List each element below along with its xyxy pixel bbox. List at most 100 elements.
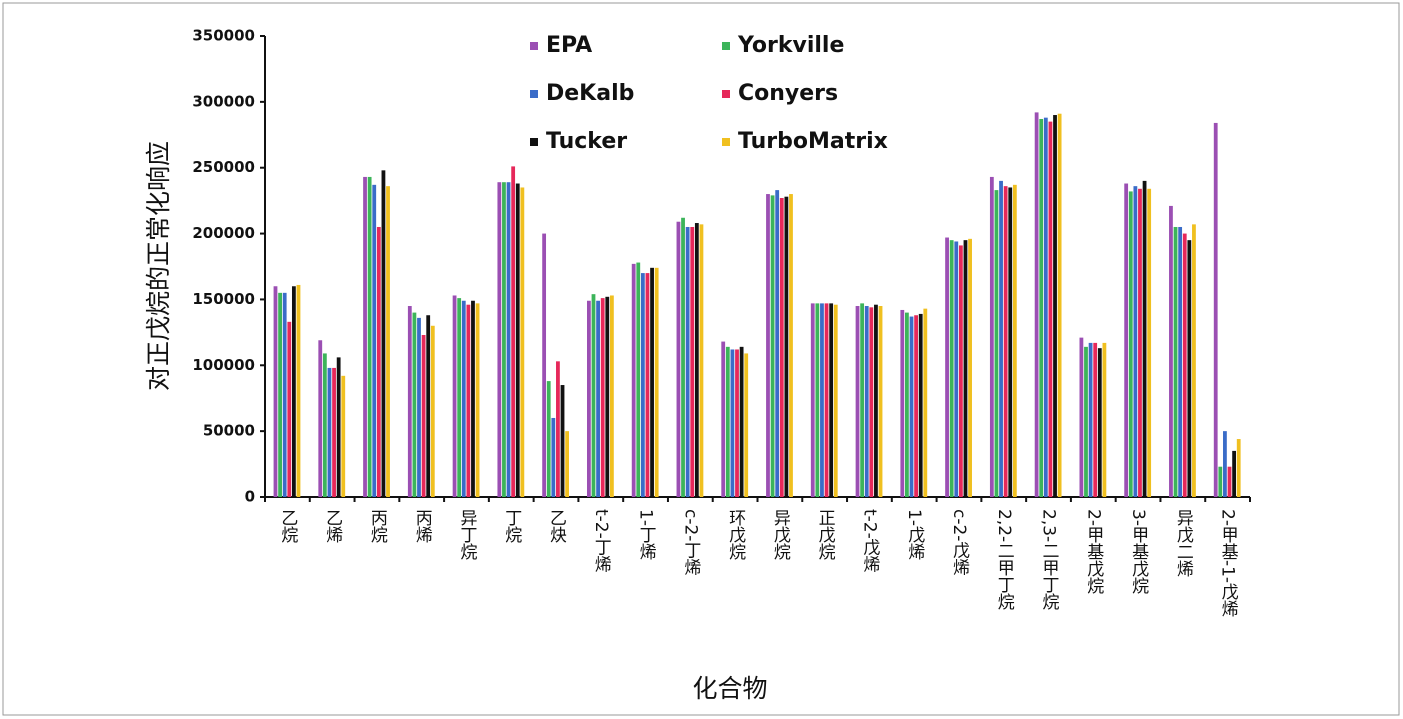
bar bbox=[511, 166, 516, 497]
bar bbox=[1102, 342, 1107, 497]
bar bbox=[546, 381, 551, 497]
bar bbox=[421, 334, 426, 497]
x-tick-label: 正戊烷 bbox=[815, 509, 836, 561]
bar bbox=[1053, 115, 1057, 498]
bar bbox=[502, 182, 506, 497]
legend-label: Conyers bbox=[738, 81, 838, 106]
x-tick-label: c-2-丁烯 bbox=[680, 509, 701, 575]
legend-swatch bbox=[722, 90, 730, 98]
legend-swatch bbox=[722, 138, 730, 146]
legend-swatch bbox=[530, 42, 538, 50]
y-tick-label: 300000 bbox=[192, 92, 255, 110]
bar bbox=[735, 349, 739, 497]
bar bbox=[730, 349, 735, 497]
bar bbox=[596, 300, 600, 497]
bar bbox=[386, 186, 390, 497]
x-tick-label: 异戊二烯 bbox=[1173, 509, 1194, 577]
bar bbox=[1227, 466, 1232, 497]
bar bbox=[1128, 191, 1133, 497]
bar bbox=[1012, 184, 1017, 497]
x-tick-label: 丙烯 bbox=[412, 509, 433, 543]
bar bbox=[1178, 226, 1183, 497]
bar bbox=[999, 180, 1003, 497]
y-tick-label: 50000 bbox=[203, 422, 255, 440]
bar bbox=[909, 316, 914, 497]
bar bbox=[341, 375, 346, 497]
bar bbox=[645, 273, 650, 497]
bar bbox=[739, 346, 744, 497]
bar bbox=[452, 295, 457, 497]
bar bbox=[914, 315, 919, 497]
bar bbox=[654, 267, 659, 497]
bar bbox=[318, 340, 323, 497]
legend-swatch bbox=[530, 138, 538, 146]
bar bbox=[1236, 439, 1241, 497]
bar bbox=[640, 273, 645, 497]
bar bbox=[1147, 188, 1152, 497]
bar bbox=[1182, 233, 1187, 498]
bar bbox=[363, 176, 367, 498]
y-tick-label: 0 bbox=[245, 488, 255, 506]
bar bbox=[1079, 337, 1084, 497]
bar bbox=[989, 176, 994, 498]
bar bbox=[1142, 180, 1147, 497]
bar bbox=[860, 303, 865, 497]
bar bbox=[605, 296, 610, 497]
bar bbox=[963, 240, 968, 497]
bar bbox=[958, 245, 963, 497]
bar bbox=[1169, 205, 1173, 497]
bar bbox=[1088, 342, 1093, 497]
bar bbox=[560, 385, 565, 497]
x-tick-label: 环戊烷 bbox=[725, 509, 746, 561]
bar bbox=[820, 303, 824, 497]
bar bbox=[721, 341, 726, 497]
bar bbox=[725, 346, 730, 497]
x-tick-label: 1-丁烯 bbox=[636, 509, 657, 560]
bar bbox=[407, 306, 412, 497]
bar bbox=[497, 182, 502, 497]
bar bbox=[878, 306, 883, 497]
bar bbox=[968, 238, 972, 497]
bar bbox=[1138, 188, 1142, 497]
bar bbox=[430, 325, 435, 497]
x-tick-label: 丁烷 bbox=[501, 509, 522, 544]
bar bbox=[864, 306, 869, 497]
bar bbox=[1034, 112, 1039, 497]
bar bbox=[810, 303, 815, 497]
bar bbox=[466, 304, 471, 497]
bar bbox=[855, 306, 860, 497]
bar bbox=[1008, 187, 1013, 497]
bar bbox=[905, 312, 909, 497]
bar bbox=[869, 307, 874, 497]
bar bbox=[1192, 224, 1196, 497]
bar bbox=[1187, 240, 1192, 497]
bar bbox=[874, 304, 878, 497]
bar bbox=[1057, 113, 1062, 497]
bar bbox=[918, 313, 923, 497]
x-tick-label: 2-甲基戊烷 bbox=[1083, 509, 1104, 595]
bar bbox=[336, 357, 341, 497]
bar bbox=[565, 431, 570, 497]
y-tick-label: 100000 bbox=[192, 356, 255, 374]
bar bbox=[945, 237, 949, 497]
bar bbox=[694, 223, 699, 497]
bar bbox=[273, 286, 278, 497]
bar bbox=[551, 417, 556, 497]
bar bbox=[1097, 348, 1102, 497]
legend-label: Tucker bbox=[546, 129, 627, 154]
x-tick-label: 异戊烷 bbox=[770, 509, 791, 561]
bar bbox=[287, 321, 292, 497]
bar bbox=[1124, 183, 1129, 497]
bar bbox=[417, 317, 421, 497]
bar bbox=[426, 315, 431, 497]
y-tick-label: 150000 bbox=[192, 290, 255, 308]
x-tick-label: 乙烷 bbox=[277, 509, 298, 544]
legend-label: EPA bbox=[546, 33, 592, 58]
x-tick-label: 1-戊烯 bbox=[904, 509, 925, 560]
bar bbox=[631, 263, 636, 497]
bar bbox=[815, 303, 820, 497]
bar bbox=[779, 198, 784, 497]
bar bbox=[1213, 122, 1218, 497]
y-tick-label: 350000 bbox=[192, 27, 255, 45]
